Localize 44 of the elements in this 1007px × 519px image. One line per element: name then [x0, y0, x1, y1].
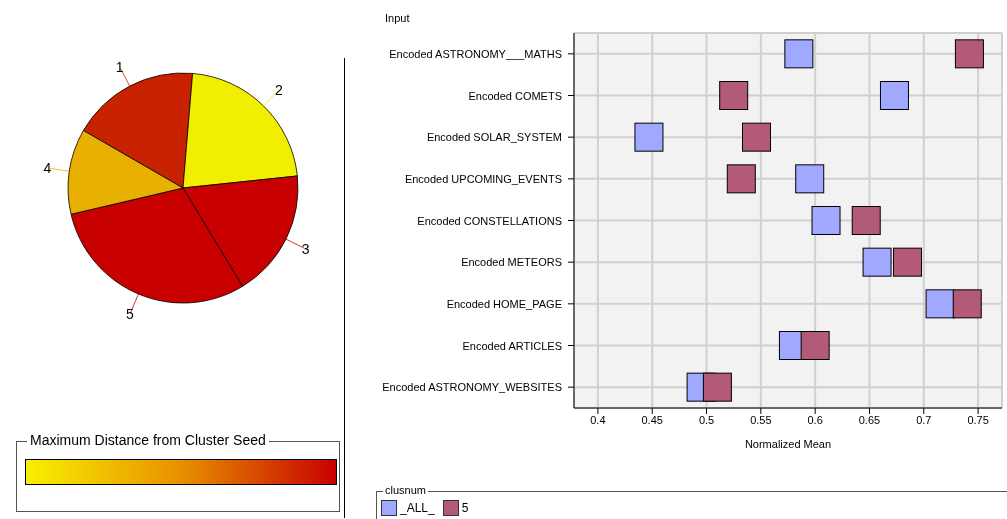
y-axis-title: Input: [385, 12, 410, 24]
y-tick-label: Encoded CONSTELLATIONS: [417, 214, 562, 227]
slice-label: 2: [274, 82, 283, 99]
slice-label: 3: [301, 240, 310, 257]
point: [952, 289, 982, 319]
point: [742, 122, 771, 152]
legend-label: 5: [461, 501, 469, 515]
point: [800, 331, 830, 360]
slice-label: 1: [115, 58, 124, 75]
legend-title: clusnum: [383, 484, 428, 496]
legend-label: _ALL_: [400, 501, 435, 515]
point: [862, 247, 892, 277]
point: [726, 164, 756, 194]
x-tick-label: 0.5: [698, 413, 715, 426]
point: [851, 206, 881, 235]
point: [634, 122, 664, 152]
point: [784, 39, 814, 69]
point: [879, 81, 909, 110]
y-tick-label: Encoded ARTICLES: [462, 339, 562, 352]
y-tick-label: Encoded UPCOMING_EVENTS: [404, 172, 562, 185]
point: [702, 372, 732, 402]
slice-label: 5: [126, 306, 135, 323]
color-bar-title: Maximum Distance from Cluster Seed: [27, 432, 269, 448]
point: [892, 247, 922, 277]
point: [795, 164, 825, 194]
x-axis-title: Normalized Mean: [744, 438, 832, 450]
x-tick-label: 0.55: [750, 413, 772, 426]
point: [719, 81, 749, 110]
point: [925, 289, 955, 319]
x-tick-label: 0.45: [641, 413, 663, 426]
point: [811, 206, 841, 235]
y-tick-label: Encoded HOME_PAGE: [446, 297, 562, 310]
x-tick-label: 0.65: [858, 413, 881, 426]
y-tick-label: Encoded COMETS: [468, 89, 562, 102]
x-tick-label: 0.4: [590, 413, 606, 426]
x-tick-label: 0.7: [916, 413, 932, 426]
y-tick-label: Encoded SOLAR_SYSTEM: [426, 131, 562, 144]
x-tick-label: 0.6: [807, 413, 823, 426]
y-tick-label: Encoded ASTRONOMY___MATHS: [389, 47, 562, 60]
x-tick-label: 0.75: [967, 413, 989, 426]
y-tick-label: Encoded METEORS: [461, 256, 562, 269]
point: [954, 39, 984, 69]
y-tick-label: Encoded ASTRONOMY_WEBSITES: [382, 381, 562, 394]
slice-label: 4: [43, 159, 52, 176]
